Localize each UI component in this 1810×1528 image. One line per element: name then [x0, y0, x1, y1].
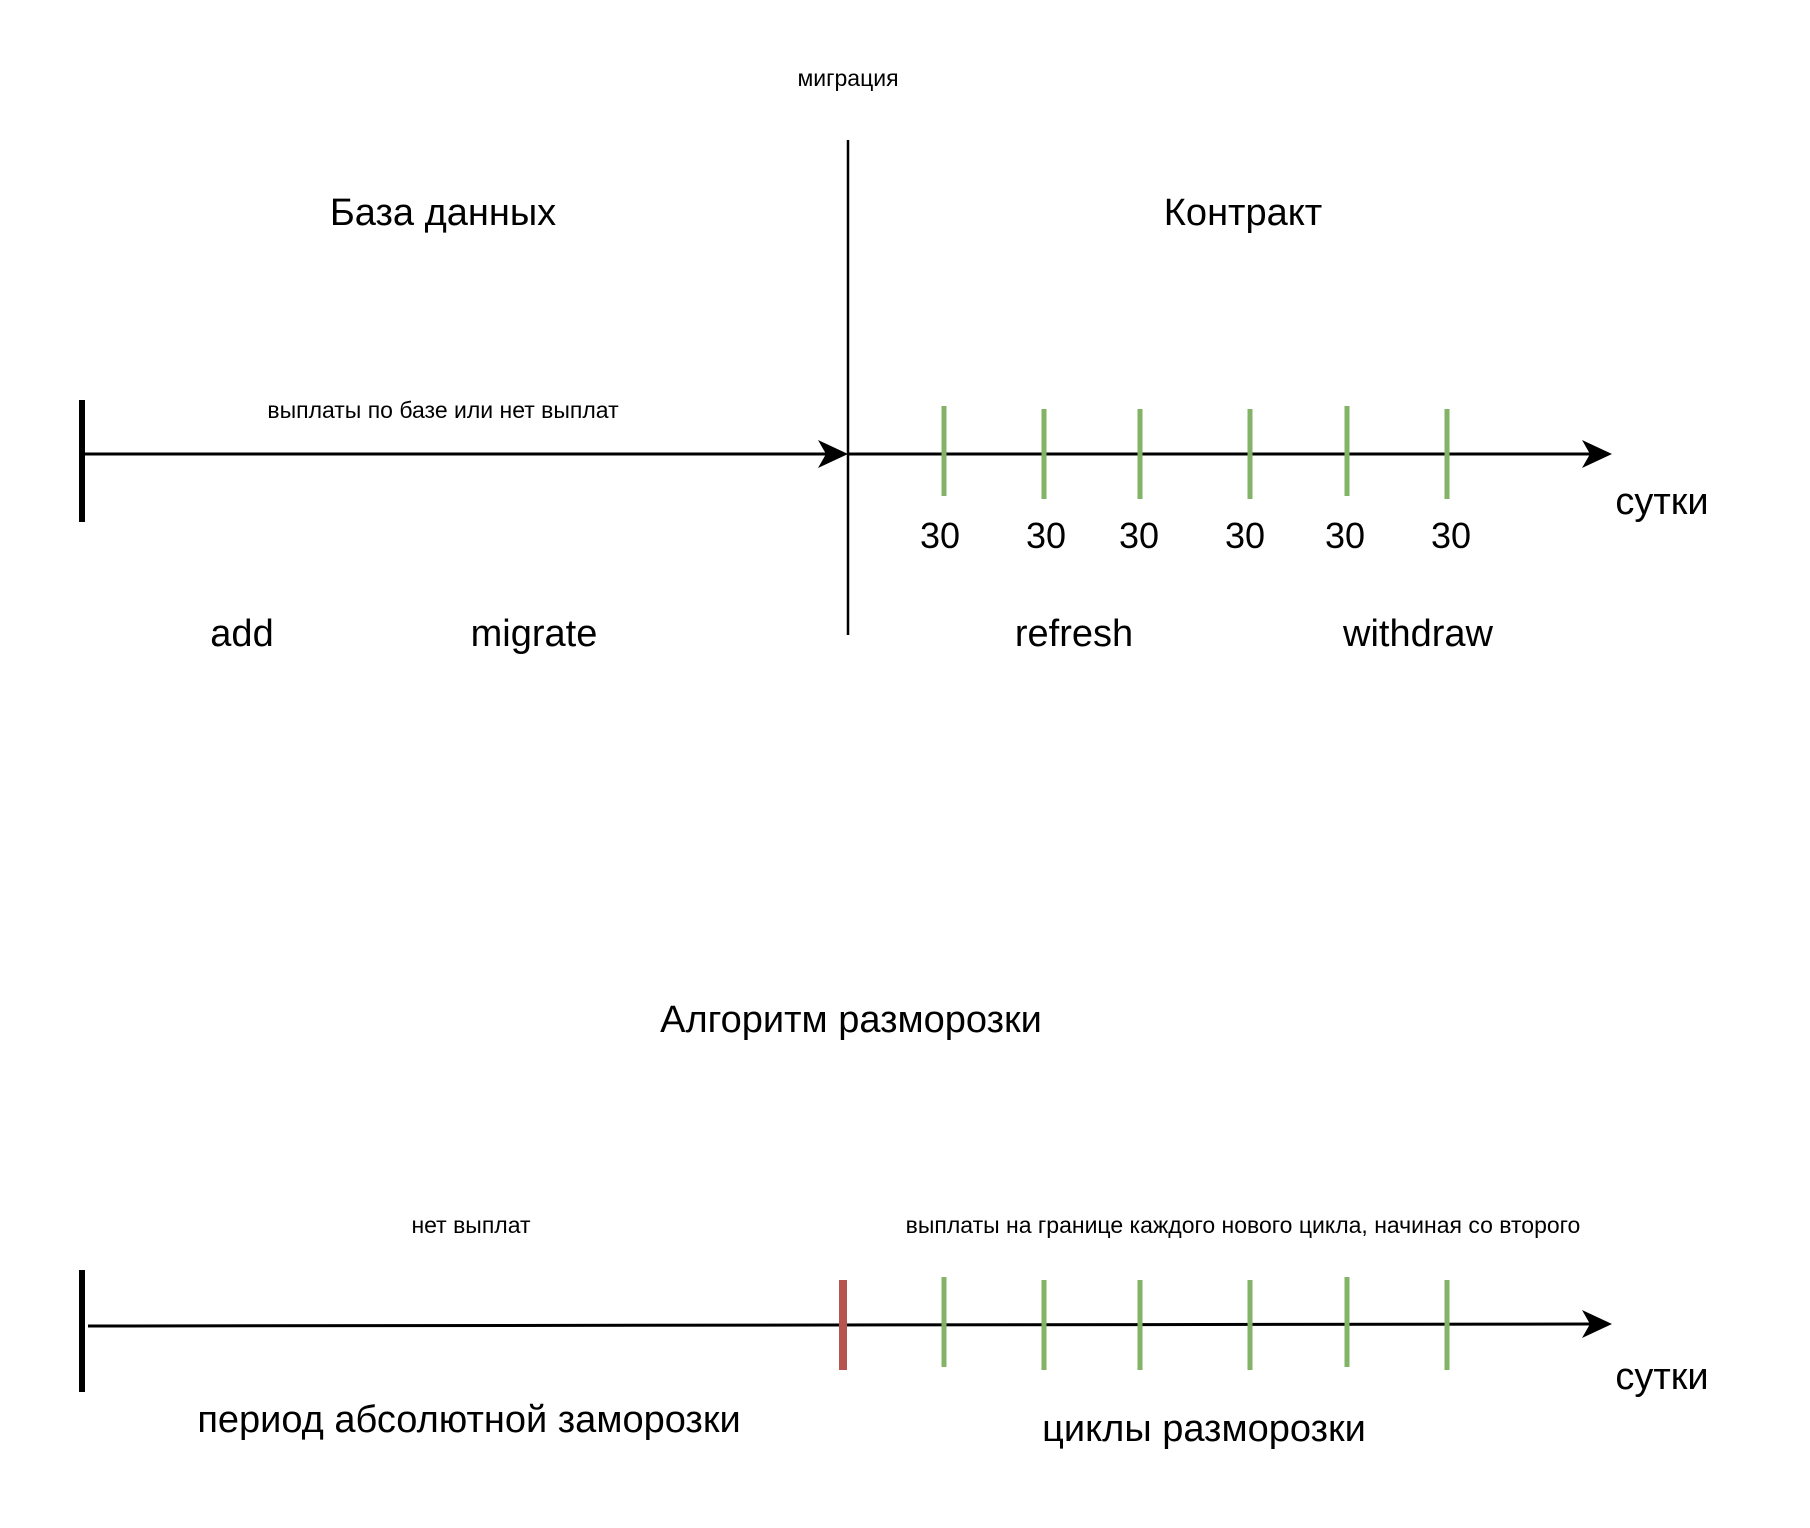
contract-segment-arrowhead	[1582, 440, 1612, 468]
database-label: База данных	[330, 192, 556, 234]
bottom-timeline-arrowhead	[1582, 1310, 1612, 1338]
bottom-cycle-ticks	[941, 1277, 1450, 1370]
method-withdraw-label: withdraw	[1342, 613, 1493, 655]
contract-label: Контракт	[1164, 192, 1322, 234]
cycle-day-label: 30	[1225, 515, 1265, 556]
top-axis-label: сутки	[1615, 481, 1708, 523]
unfreeze-cycles-label: циклы разморозки	[1042, 1408, 1366, 1450]
db-payments-label: выплаты по базе или нет выплат	[267, 397, 619, 423]
unfreeze-algorithm-title: Алгоритм разморозки	[660, 999, 1042, 1041]
bottom-axis-label: сутки	[1615, 1356, 1708, 1398]
top-cycle-ticks	[941, 406, 1450, 499]
cycle-day-label: 30	[1026, 515, 1066, 556]
freeze-period-label: период абсолютной заморозки	[197, 1399, 740, 1441]
no-payments-label: нет выплат	[411, 1212, 531, 1238]
cycle-day-label: 30	[920, 515, 960, 556]
db-segment-arrowhead	[818, 440, 848, 468]
method-migrate-label: migrate	[471, 613, 598, 655]
cycle-day-label: 30	[1119, 515, 1159, 556]
method-refresh-label: refresh	[1015, 613, 1133, 655]
method-add-label: add	[210, 613, 273, 655]
cycle-payments-label: выплаты на границе каждого нового цикла,…	[906, 1212, 1581, 1238]
cycle-day-label: 30	[1325, 515, 1365, 556]
migration-label: миграция	[797, 65, 898, 91]
cycle-day-label: 30	[1431, 515, 1471, 556]
